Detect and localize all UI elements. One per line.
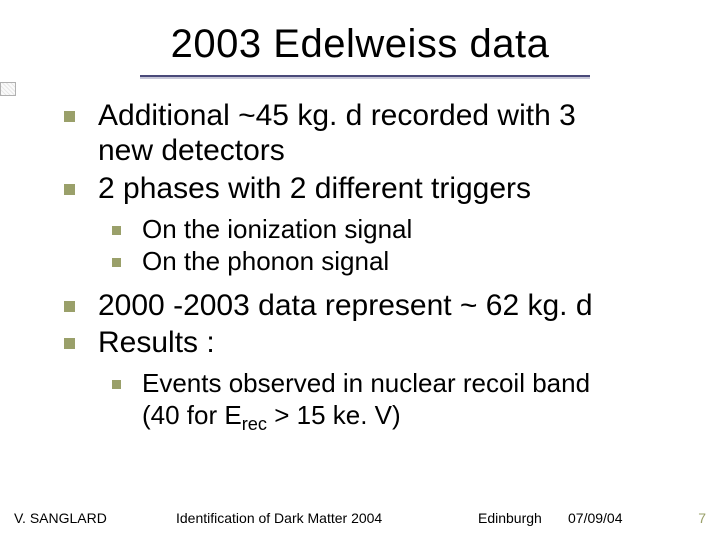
- bullet-text: Additional ~45 kg. d recorded with 3: [98, 99, 576, 132]
- bullet-lvl2: Events observed in nuclear recoil band (…: [56, 368, 676, 435]
- bullet-lvl1: 2 phases with 2 different triggers: [56, 171, 676, 206]
- bullet-lvl1: Additional ~45 kg. d recorded with 3 new…: [56, 98, 676, 169]
- footer-location: Edinburgh: [478, 510, 542, 526]
- bullet-text: new detectors: [98, 134, 285, 167]
- bullet-text: 2 phases with 2 different triggers: [98, 172, 531, 205]
- bullet-text: On the phonon signal: [142, 246, 389, 276]
- bullet-text: 2000 -2003 data represent ~ 62 kg. d: [98, 289, 593, 322]
- square-bullet-icon: [64, 301, 75, 312]
- square-bullet-icon: [64, 184, 75, 195]
- footer-page-number: 7: [698, 510, 706, 526]
- square-bullet-icon: [112, 380, 121, 389]
- square-bullet-icon: [112, 226, 121, 235]
- footer-author: V. SANGLARD: [14, 510, 107, 526]
- placeholder-anchor: [0, 82, 16, 96]
- title-underline: [140, 75, 590, 77]
- footer-date: 07/09/04: [568, 510, 623, 526]
- bullet-lvl1: Results :: [56, 325, 676, 360]
- footer-conference: Identification of Dark Matter 2004: [176, 510, 382, 526]
- bullet-text: (40 for Erec > 15 ke. V): [142, 400, 401, 430]
- bullet-lvl1: 2000 -2003 data represent ~ 62 kg. d: [56, 288, 676, 323]
- slide-title: 2003 Edelweiss data: [0, 22, 720, 67]
- square-bullet-icon: [112, 258, 121, 267]
- bullet-lvl2: On the phonon signal: [56, 246, 676, 278]
- bullet-text: Results :: [98, 326, 215, 359]
- bullet-text: Events observed in nuclear recoil band: [142, 368, 590, 398]
- slide: 2003 Edelweiss data Additional ~45 kg. d…: [0, 0, 720, 540]
- bullet-lvl2: On the ionization signal: [56, 214, 676, 246]
- square-bullet-icon: [64, 111, 75, 122]
- slide-body: Additional ~45 kg. d recorded with 3 new…: [56, 98, 676, 436]
- square-bullet-icon: [64, 338, 75, 349]
- bullet-text: On the ionization signal: [142, 214, 412, 244]
